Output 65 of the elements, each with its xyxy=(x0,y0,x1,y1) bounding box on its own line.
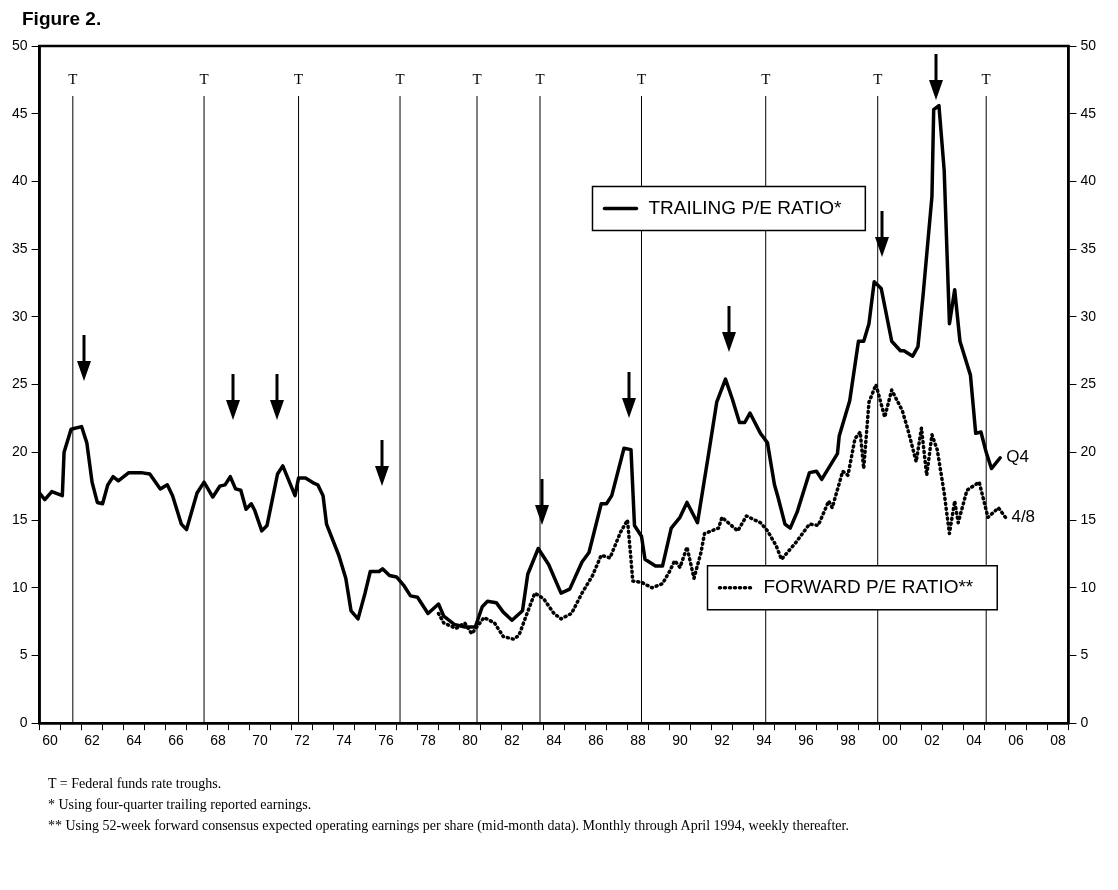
y2-tick-label: 10 xyxy=(1080,578,1097,595)
annotation: 4/8 xyxy=(1011,507,1036,527)
x-tick-label: 98 xyxy=(840,732,856,749)
text: * Using four-quarter trailing reported earnings. xyxy=(48,796,313,813)
x-tick-label: 94 xyxy=(756,732,772,749)
x-tick-label: 96 xyxy=(798,732,814,749)
x-tick-label: 02 xyxy=(924,732,940,749)
ref-line-label: T xyxy=(761,70,771,87)
y-tick-label: 5 xyxy=(19,646,28,663)
x-tick-label: 76 xyxy=(378,732,395,749)
text: ** Using 52-week forward consensus expected operating earnings per share (mid-month data). Monthly through April 1994, weekly thereafter. xyxy=(48,817,850,834)
y2-tick-label: 40 xyxy=(1080,172,1097,189)
x-tick-label: 66 xyxy=(168,732,185,749)
x-tick-label: 82 xyxy=(504,732,520,749)
y2-tick-label: 45 xyxy=(1080,104,1097,121)
y-tick-label: 25 xyxy=(11,375,28,392)
y2-tick-label: 15 xyxy=(1080,510,1097,527)
ref-line-label: T xyxy=(636,70,647,87)
ref-line-label: T xyxy=(873,70,883,87)
x-tick-label: 84 xyxy=(546,732,562,749)
x-tick-label: 64 xyxy=(126,732,143,749)
x-tick-label: 88 xyxy=(630,732,646,749)
y-tick-label: 45 xyxy=(11,104,28,121)
x-tick-label: 06 xyxy=(1008,732,1024,749)
y2-tick-label: 30 xyxy=(1080,307,1097,324)
y2-tick-label: 20 xyxy=(1080,443,1097,460)
x-tick-label: 86 xyxy=(588,732,604,749)
x-tick-label: 08 xyxy=(1050,732,1066,749)
text: T = Federal funds rate troughs. xyxy=(48,775,223,792)
y-tick-label: 15 xyxy=(11,510,28,527)
x-tick-label: 80 xyxy=(462,732,479,749)
y-tick-label: 0 xyxy=(19,714,28,731)
x-tick-label: 62 xyxy=(84,732,101,749)
x-tick-label: 78 xyxy=(420,732,437,749)
ref-line-label: T xyxy=(68,70,78,87)
y-tick-label: 40 xyxy=(11,172,28,189)
ref-line-label: T xyxy=(199,70,209,87)
x-tick-label: 74 xyxy=(336,732,353,749)
ref-line-label: T xyxy=(395,70,405,87)
y2-tick-label: 5 xyxy=(1080,646,1089,663)
chart-title: Figure 2. xyxy=(22,8,102,30)
x-tick-label: 04 xyxy=(966,732,982,749)
x-tick-label: 70 xyxy=(252,732,269,749)
annotation: Q4 xyxy=(1006,447,1029,467)
ref-line-label: T xyxy=(472,70,482,87)
x-tick-label: 92 xyxy=(714,732,730,749)
x-tick-label: 72 xyxy=(294,732,311,749)
y-tick-label: 35 xyxy=(11,240,28,257)
y2-tick-label: 35 xyxy=(1080,240,1097,257)
ref-line-label: T xyxy=(293,70,304,87)
y2-tick-label: 0 xyxy=(1080,714,1089,731)
ref-line-label: T xyxy=(535,70,545,87)
ref-line-label: T xyxy=(981,70,991,87)
y2-tick-label: 50 xyxy=(1080,36,1097,53)
y-tick-label: 20 xyxy=(11,443,28,460)
legend-label: FORWARD P/E RATIO** xyxy=(763,575,974,597)
x-tick-label: 68 xyxy=(210,732,227,749)
y-tick-label: 50 xyxy=(11,36,28,53)
y-tick-label: 30 xyxy=(11,307,28,324)
x-tick-label: 60 xyxy=(42,732,59,749)
x-tick-label: 00 xyxy=(882,732,898,749)
legend-label: TRAILING P/E RATIO* xyxy=(648,196,842,218)
x-tick-label: 90 xyxy=(672,732,688,749)
y2-tick-label: 25 xyxy=(1080,375,1097,392)
y-tick-label: 10 xyxy=(11,578,28,595)
